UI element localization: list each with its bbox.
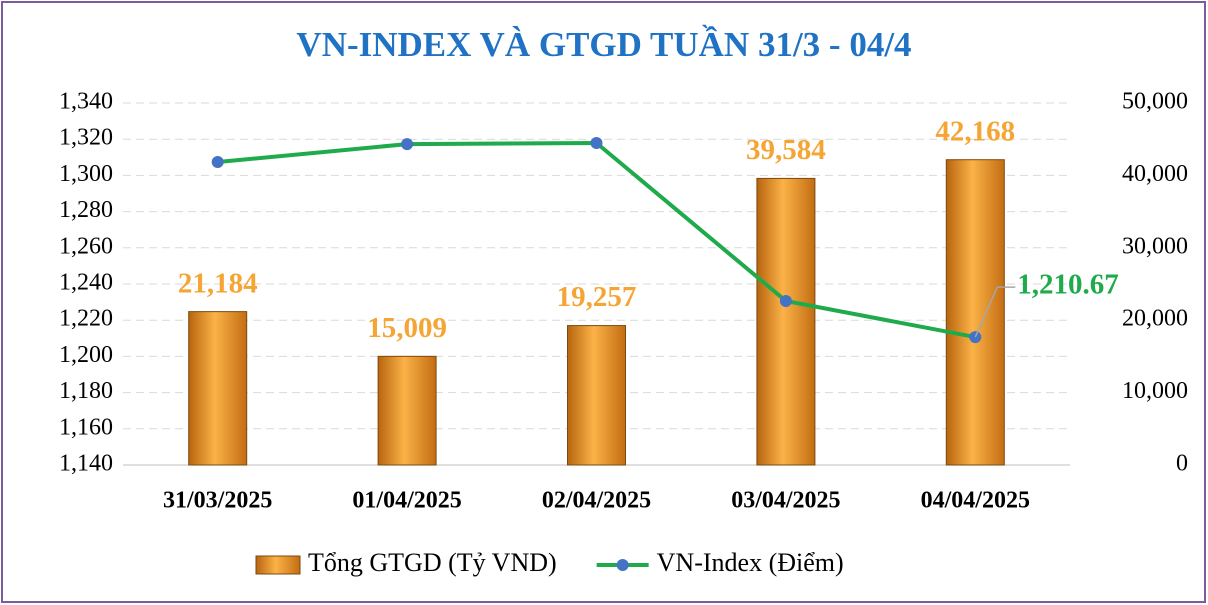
y2-tick-label: 30,000 <box>1122 233 1188 259</box>
x-tick-label: 02/04/2025 <box>542 488 651 514</box>
legend-swatch <box>255 555 301 575</box>
y-tick-label: 1,200 <box>59 342 113 368</box>
bar-value-label: 21,184 <box>178 267 258 299</box>
y2-tick-label: 10,000 <box>1122 378 1188 404</box>
bar <box>377 355 437 466</box>
y2-tick-label: 40,000 <box>1122 161 1188 187</box>
chart-title: VN-INDEX VÀ GTGD TUẦN 31/3 - 04/4 <box>296 24 911 64</box>
y-tick-label: 1,160 <box>59 414 113 440</box>
y-tick-label: 1,240 <box>59 270 113 296</box>
y-tick-label: 1,260 <box>59 233 113 259</box>
bar <box>567 325 626 466</box>
x-tick-label: 03/04/2025 <box>731 488 840 514</box>
bar-value-label: 39,584 <box>746 134 826 166</box>
y-tick-label: 1,220 <box>59 306 113 332</box>
line-marker <box>590 137 603 150</box>
line-marker <box>779 295 792 308</box>
y-tick-label: 1,300 <box>59 161 113 187</box>
legend-marker <box>616 559 629 571</box>
y2-tick-label: 50,000 <box>1122 89 1188 115</box>
legend-label: Tổng GTGD (Tỷ VND) <box>308 548 557 577</box>
bar <box>756 177 816 466</box>
bar-value-label: 15,009 <box>367 312 447 344</box>
bar <box>188 311 248 466</box>
legend-label: VN-Index (Điểm) <box>657 548 844 577</box>
y-tick-label: 1,320 <box>59 125 113 151</box>
line-marker <box>401 138 414 151</box>
line-marker <box>211 156 224 169</box>
y-tick-label: 1,280 <box>59 197 113 223</box>
line-value-label: 1,210.67 <box>1017 269 1119 301</box>
x-tick-label: 04/04/2025 <box>921 488 1030 514</box>
bar <box>945 159 1005 466</box>
bar-value-label: 19,257 <box>557 281 637 313</box>
x-tick-label: 31/03/2025 <box>163 488 272 514</box>
y-tick-label: 1,180 <box>59 378 113 404</box>
x-tick-label: 01/04/2025 <box>352 488 461 514</box>
y2-tick-label: 0 <box>1176 451 1188 477</box>
bar-value-label: 42,168 <box>935 115 1015 147</box>
y-tick-label: 1,140 <box>59 451 113 477</box>
y-tick-label: 1,340 <box>59 89 113 115</box>
y2-tick-label: 20,000 <box>1122 306 1188 332</box>
leader-line <box>974 286 1016 338</box>
